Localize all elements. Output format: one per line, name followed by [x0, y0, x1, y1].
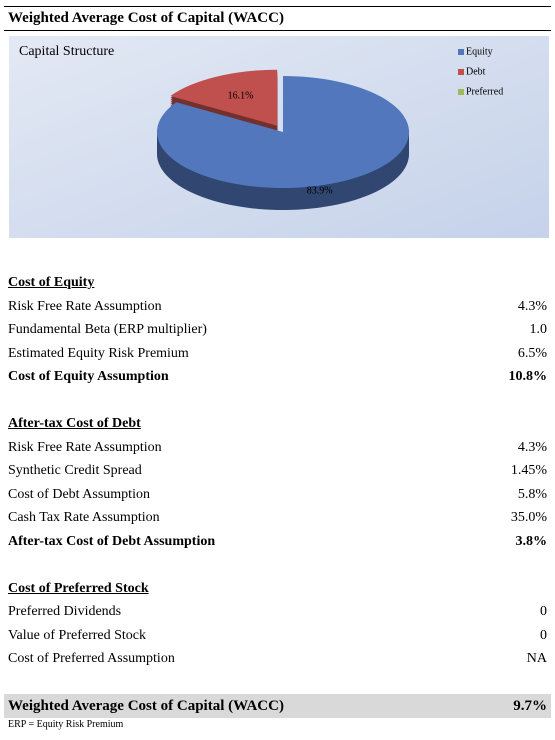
- pie-slice: [170, 69, 278, 126]
- row-label: Preferred Dividends: [8, 604, 122, 619]
- value-label: 83.9%: [307, 186, 333, 197]
- section-title: After-tax Cost of Debt: [8, 416, 141, 431]
- row-label: Estimated Equity Risk Premium: [8, 346, 189, 361]
- legend-swatch: [458, 89, 464, 95]
- total-value: 9.7%: [513, 698, 547, 714]
- legend-label: Equity: [466, 46, 493, 57]
- row-label: After-tax Cost of Debt Assumption: [8, 534, 216, 549]
- row-label: Cash Tax Rate Assumption: [8, 510, 160, 525]
- section-title: Cost of Equity: [8, 275, 95, 290]
- row-label: Value of Preferred Stock: [8, 628, 147, 643]
- row-value: 1.0: [529, 322, 548, 337]
- value-label: 16.1%: [228, 91, 254, 102]
- row-value: 10.8%: [508, 369, 548, 384]
- total-band: [4, 694, 551, 718]
- legend-swatch: [458, 69, 464, 75]
- row-value: 0: [540, 628, 547, 643]
- row-value: 35.0%: [510, 510, 547, 525]
- chart-title: Capital Structure: [19, 44, 114, 59]
- chart: Capital Structure 83.9% 16.1% Equity Debt Pr…: [9, 36, 549, 238]
- row-label: Cost of Debt Assumption: [8, 487, 150, 502]
- pie-slice: [157, 76, 409, 188]
- footnote: ERP = Equity Risk Premium: [8, 719, 124, 730]
- legend-swatch: [458, 49, 464, 55]
- row-label: Cost of Preferred Assumption: [8, 651, 175, 666]
- row-value: 3.8%: [515, 534, 548, 549]
- title-rule: [4, 30, 551, 31]
- row-value: 4.3%: [517, 299, 547, 314]
- row-label: Risk Free Rate Assumption: [8, 299, 162, 314]
- total-label: Weighted Average Cost of Capital (WACC): [8, 698, 284, 714]
- row-value: 0: [540, 604, 547, 619]
- legend-label: Debt: [466, 66, 486, 77]
- row-label: Risk Free Rate Assumption: [8, 440, 162, 455]
- row-value: 1.45%: [510, 463, 547, 478]
- section-title: Cost of Preferred Stock: [8, 581, 149, 596]
- row-label: Cost of Equity Assumption: [8, 369, 169, 384]
- page-title: Weighted Average Cost of Capital (WACC): [8, 10, 284, 26]
- row-value: 4.3%: [517, 440, 547, 455]
- legend-label: Preferred: [466, 86, 503, 97]
- row-value: 6.5%: [517, 346, 547, 361]
- row-label: Synthetic Credit Spread: [8, 463, 142, 478]
- row-value: 5.8%: [517, 487, 547, 502]
- row-value: NA: [526, 651, 547, 666]
- row-label: Fundamental Beta (ERP multiplier): [8, 322, 207, 337]
- top-rule: [4, 6, 551, 7]
